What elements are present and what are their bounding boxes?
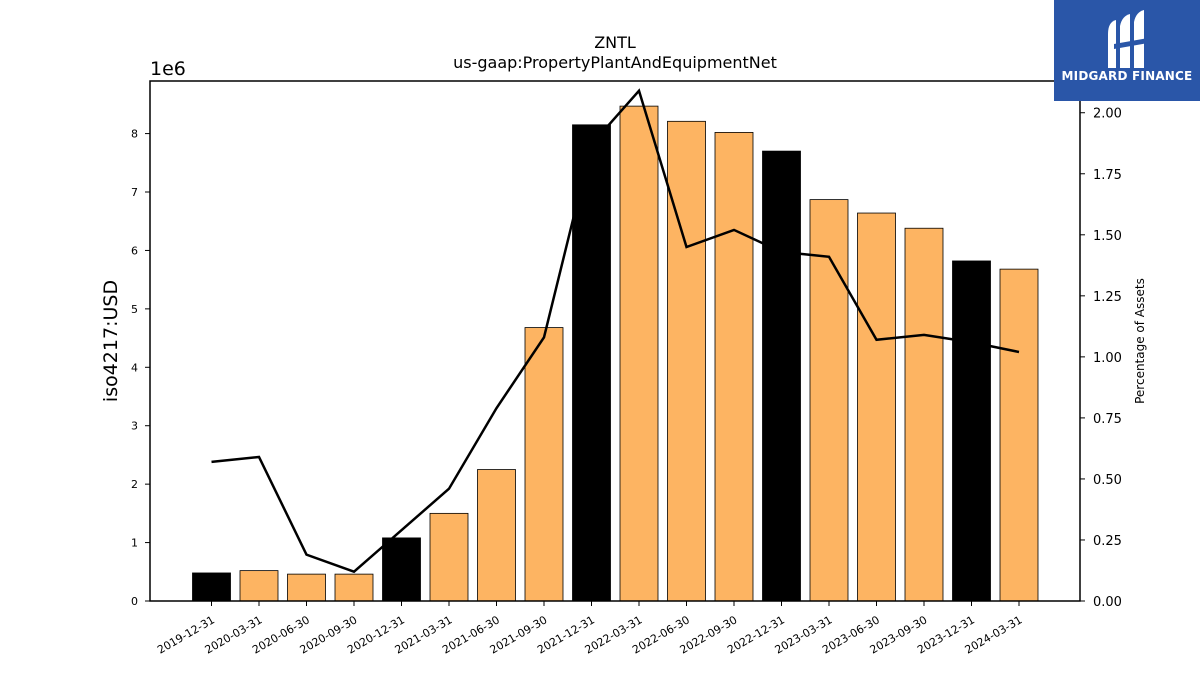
bar-2023-09-30: [904, 227, 944, 602]
y-tick-label: 6: [131, 244, 138, 257]
y-tick-label: 7: [131, 186, 138, 199]
y2-tick-label: 1.50: [1093, 229, 1122, 244]
chart-marks: [192, 88, 1039, 602]
y-tick-label: 3: [131, 420, 138, 433]
bar-2020-03-31: [239, 570, 279, 602]
y-tick-label: 8: [131, 128, 138, 141]
chart-title: ZNTL: [594, 33, 636, 52]
y2-tick-label: 1.75: [1093, 168, 1122, 183]
y-axis-label: iso4217:USD: [100, 280, 122, 402]
bar-2021-06-30: [477, 469, 516, 602]
midgard-m-logo-icon: [1108, 10, 1148, 68]
y-axis-multiplier: 1e6: [150, 58, 186, 80]
y-tick-label: 2: [131, 478, 138, 491]
y-tick-label: 5: [131, 303, 138, 316]
y-tick-label: 1: [131, 537, 138, 550]
bar-2020-09-30: [334, 573, 374, 602]
y-tick-label: 4: [131, 361, 138, 374]
brand-logo: MIDGARD FINANCE: [1054, 0, 1200, 101]
percentage-of-assets-line: [211, 88, 1020, 574]
plot-frame: [149, 80, 1081, 602]
bar-2023-03-31: [809, 199, 849, 602]
bar-2024-03-31: [999, 268, 1039, 602]
bar-2023-12-31: [952, 260, 991, 602]
y2-tick-label: 0.00: [1093, 595, 1122, 610]
bar-2022-03-31: [619, 105, 659, 602]
bar-2019-12-31: [192, 572, 231, 602]
y-tick-label: 0: [131, 595, 138, 608]
y2-tick-label: 2.00: [1093, 107, 1122, 122]
bar-2022-12-31: [762, 150, 801, 602]
bar-2022-06-30: [667, 120, 706, 602]
bar-2020-06-30: [287, 573, 326, 602]
bar-2021-09-30: [524, 327, 564, 602]
y2-tick-label: 0.50: [1093, 473, 1122, 488]
y2-tick-label: 0.75: [1093, 412, 1122, 427]
chart-subtitle: us-gaap:PropertyPlantAndEquipmentNet: [453, 53, 777, 72]
y2-tick-label: 0.25: [1093, 534, 1122, 549]
bar-2021-03-31: [429, 512, 469, 602]
y2-axis-label: Percentage of Assets: [1133, 278, 1147, 404]
y2-tick-label: 1.00: [1093, 351, 1122, 366]
bar-2021-12-31: [572, 124, 611, 602]
y2-tick-label: 1.25: [1093, 290, 1122, 305]
brand-name: MIDGARD FINANCE: [1061, 69, 1193, 83]
bar-2022-09-30: [714, 132, 754, 602]
bar-2023-06-30: [857, 212, 896, 602]
bar-2020-12-31: [382, 537, 421, 602]
